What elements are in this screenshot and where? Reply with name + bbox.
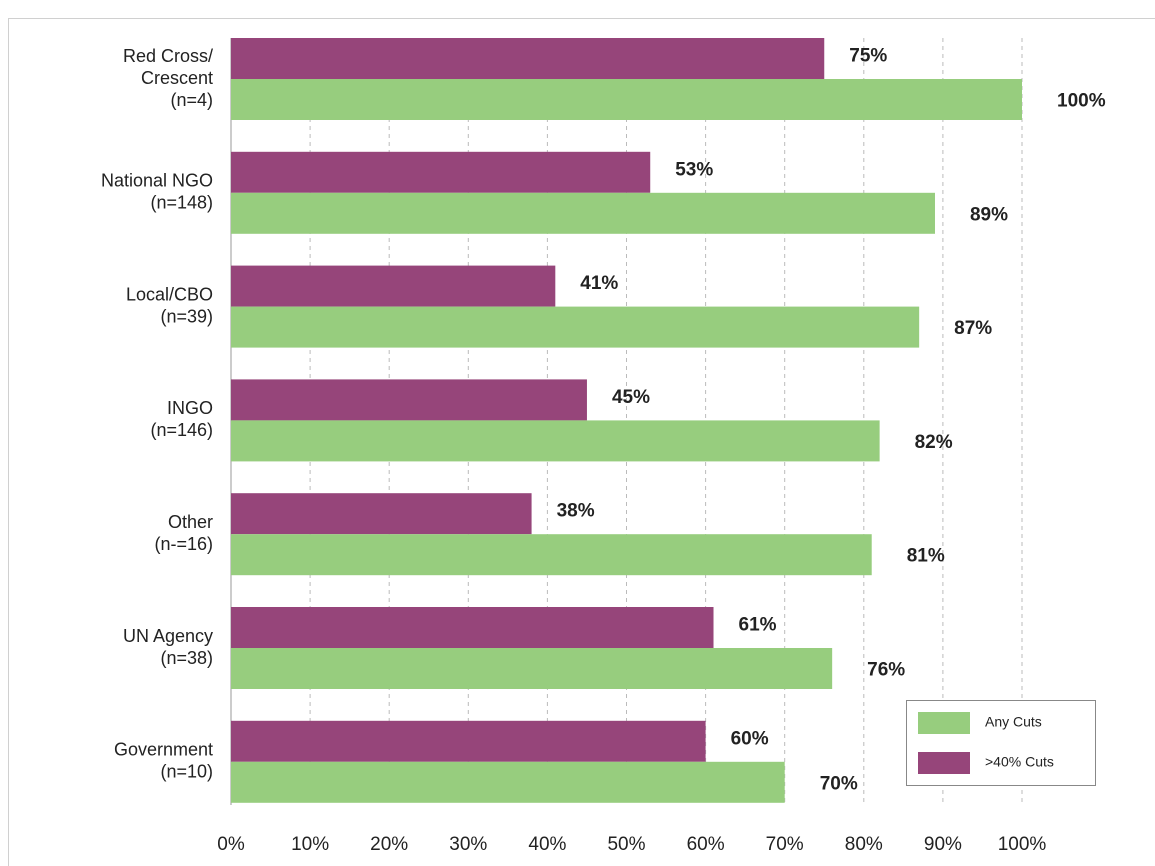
category-label: Other (168, 512, 213, 532)
value-label: 100% (1057, 91, 1106, 112)
legend-label: >40% Cuts (985, 754, 1054, 770)
category-label: (n=38) (160, 648, 213, 668)
category-label: Local/CBO (126, 284, 213, 304)
x-tick-label: 40% (528, 834, 566, 855)
legend-swatch (918, 752, 970, 774)
value-label: 89% (970, 204, 1008, 225)
value-label: 38% (557, 501, 595, 522)
bar (231, 534, 872, 576)
category-label: Crescent (141, 68, 213, 88)
bar (231, 265, 556, 307)
x-tick-label: 60% (687, 834, 725, 855)
x-tick-label: 20% (370, 834, 408, 855)
bar (231, 151, 651, 193)
value-label: 87% (954, 318, 992, 339)
value-label: 41% (580, 273, 618, 294)
value-label: 61% (739, 615, 777, 636)
bar (231, 420, 880, 462)
value-label: 45% (612, 387, 650, 408)
bar (231, 379, 587, 421)
category-label: Red Cross/ (123, 46, 213, 66)
category-label: (n=10) (160, 762, 213, 782)
bar (231, 648, 833, 689)
legend-label: Any Cuts (985, 714, 1042, 730)
category-label: INGO (167, 398, 213, 418)
bar (231, 192, 935, 234)
bar (231, 720, 706, 762)
value-label: 82% (915, 432, 953, 453)
x-tick-label: 90% (924, 834, 962, 855)
value-label: 53% (675, 159, 713, 180)
category-label: (n=148) (150, 193, 213, 213)
x-tick-label: 100% (998, 834, 1047, 855)
category-label: UN Agency (123, 626, 213, 646)
bar (231, 38, 825, 79)
x-tick-label: 30% (449, 834, 487, 855)
category-label: (n-=16) (154, 534, 213, 554)
bar (231, 761, 785, 803)
bar (231, 493, 532, 535)
bar (231, 306, 920, 348)
legend-swatch (918, 712, 970, 734)
frame (8, 18, 1155, 866)
x-tick-label: 0% (217, 834, 245, 855)
value-label: 75% (849, 46, 887, 67)
x-tick-label: 80% (845, 834, 883, 855)
value-label: 76% (867, 660, 905, 681)
category-label: (n=146) (150, 420, 213, 440)
x-tick-label: 70% (766, 834, 804, 855)
value-label: 81% (907, 546, 945, 567)
category-label: (n=39) (160, 306, 213, 326)
value-label: 60% (731, 728, 769, 749)
value-label: 70% (820, 773, 858, 794)
x-tick-label: 50% (607, 834, 645, 855)
category-label: National NGO (101, 171, 213, 191)
bar (231, 79, 1022, 120)
category-label: (n=4) (170, 90, 213, 110)
x-tick-label: 10% (291, 834, 329, 855)
bar (231, 607, 714, 648)
category-label: Government (114, 740, 213, 760)
